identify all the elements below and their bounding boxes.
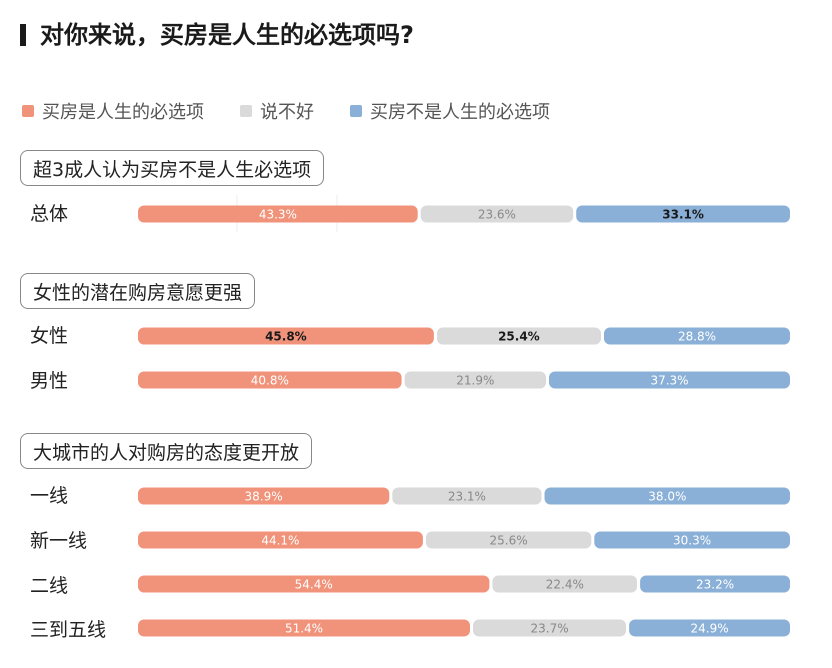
section-heading-overall: 超3成人认为买房不是人生必选项	[20, 150, 325, 186]
data-label-yes-row-3: 38.9%	[245, 490, 283, 504]
legend-label-unsure: 说不好	[260, 102, 314, 123]
bar-segment-unsure-row-4	[425, 531, 592, 549]
legend-item-yes: 买房是人生的必选项	[22, 98, 204, 124]
bar-segment-yes-row-1	[138, 327, 434, 345]
legend-swatch-unsure	[240, 105, 252, 117]
data-label-no-row-1: 28.8%	[678, 330, 716, 344]
row-label-new-tier1: 新一线	[30, 530, 88, 552]
chart-title: 对你来说，买房是人生的必选项吗?	[40, 21, 414, 49]
data-label-yes-row-1: 45.8%	[265, 330, 307, 344]
data-label-yes-row-5: 54.4%	[295, 578, 333, 592]
title-accent-bar	[20, 24, 26, 46]
section-heading-city-tier: 大城市的人对购房的态度更开放	[20, 433, 313, 469]
legend-swatch-no	[350, 105, 362, 117]
data-label-yes-row-0: 43.3%	[259, 208, 297, 222]
data-label-yes-row-4: 44.1%	[261, 534, 299, 548]
bar-segment-unsure-row-2	[404, 371, 547, 389]
data-label-no-row-2: 37.3%	[650, 374, 688, 388]
bar-segment-unsure-row-5	[492, 575, 638, 593]
bar-segment-unsure-row-1	[436, 327, 601, 345]
legend-item-no: 买房不是人生的必选项	[350, 98, 550, 124]
section-heading-gender: 女性的潜在购房意愿更强	[20, 273, 256, 309]
bar-segment-no-row-6	[629, 619, 790, 637]
bar-segment-yes-row-6	[138, 619, 470, 637]
data-label-no-row-6: 24.9%	[691, 622, 729, 636]
bar-segment-no-row-0	[576, 205, 790, 223]
data-label-no-row-0: 33.1%	[662, 208, 704, 222]
bar-segment-no-row-3	[544, 487, 790, 505]
legend-item-unsure: 说不好	[240, 98, 314, 124]
row-label-tier2: 二线	[30, 575, 69, 597]
data-label-yes-row-6: 51.4%	[285, 622, 323, 636]
data-label-unsure-row-6: 23.7%	[531, 622, 569, 636]
legend: 买房是人生的必选项 说不好 买房不是人生的必选项	[22, 99, 586, 123]
row-label-overall: 总体	[30, 203, 69, 225]
bar-segment-no-row-5	[640, 575, 790, 593]
row-label-male: 男性	[30, 370, 69, 392]
bar-segment-yes-row-3	[138, 487, 390, 505]
data-label-yes-row-2: 40.8%	[251, 374, 289, 388]
row-label-tier3-5: 三到五线	[30, 619, 107, 641]
data-label-no-row-5: 23.2%	[696, 578, 734, 592]
data-label-no-row-3: 38.0%	[648, 490, 686, 504]
data-label-unsure-row-3: 23.1%	[448, 490, 486, 504]
row-label-tier1: 一线	[30, 485, 69, 507]
bar-segment-unsure-row-0	[420, 205, 574, 223]
legend-label-no: 买房不是人生的必选项	[370, 102, 550, 123]
bar-segment-unsure-row-6	[473, 619, 627, 637]
bar-segment-yes-row-0	[138, 205, 418, 223]
data-label-unsure-row-2: 21.9%	[456, 374, 494, 388]
bar-segment-yes-row-4	[138, 531, 423, 549]
bar-segment-no-row-1	[604, 327, 790, 345]
data-label-unsure-row-0: 23.6%	[478, 208, 516, 222]
legend-label-yes: 买房是人生的必选项	[42, 102, 204, 123]
bar-segment-no-row-4	[594, 531, 790, 549]
bar-segment-yes-row-2	[138, 371, 402, 389]
data-label-unsure-row-5: 22.4%	[546, 578, 584, 592]
bar-segment-no-row-2	[549, 371, 790, 389]
data-label-no-row-4: 30.3%	[673, 534, 711, 548]
data-label-unsure-row-4: 25.6%	[490, 534, 528, 548]
bar-segment-yes-row-5	[138, 575, 490, 593]
bar-segment-unsure-row-3	[392, 487, 542, 505]
legend-swatch-yes	[22, 105, 34, 117]
data-label-unsure-row-1: 25.4%	[498, 330, 540, 344]
row-label-female: 女性	[30, 325, 69, 347]
